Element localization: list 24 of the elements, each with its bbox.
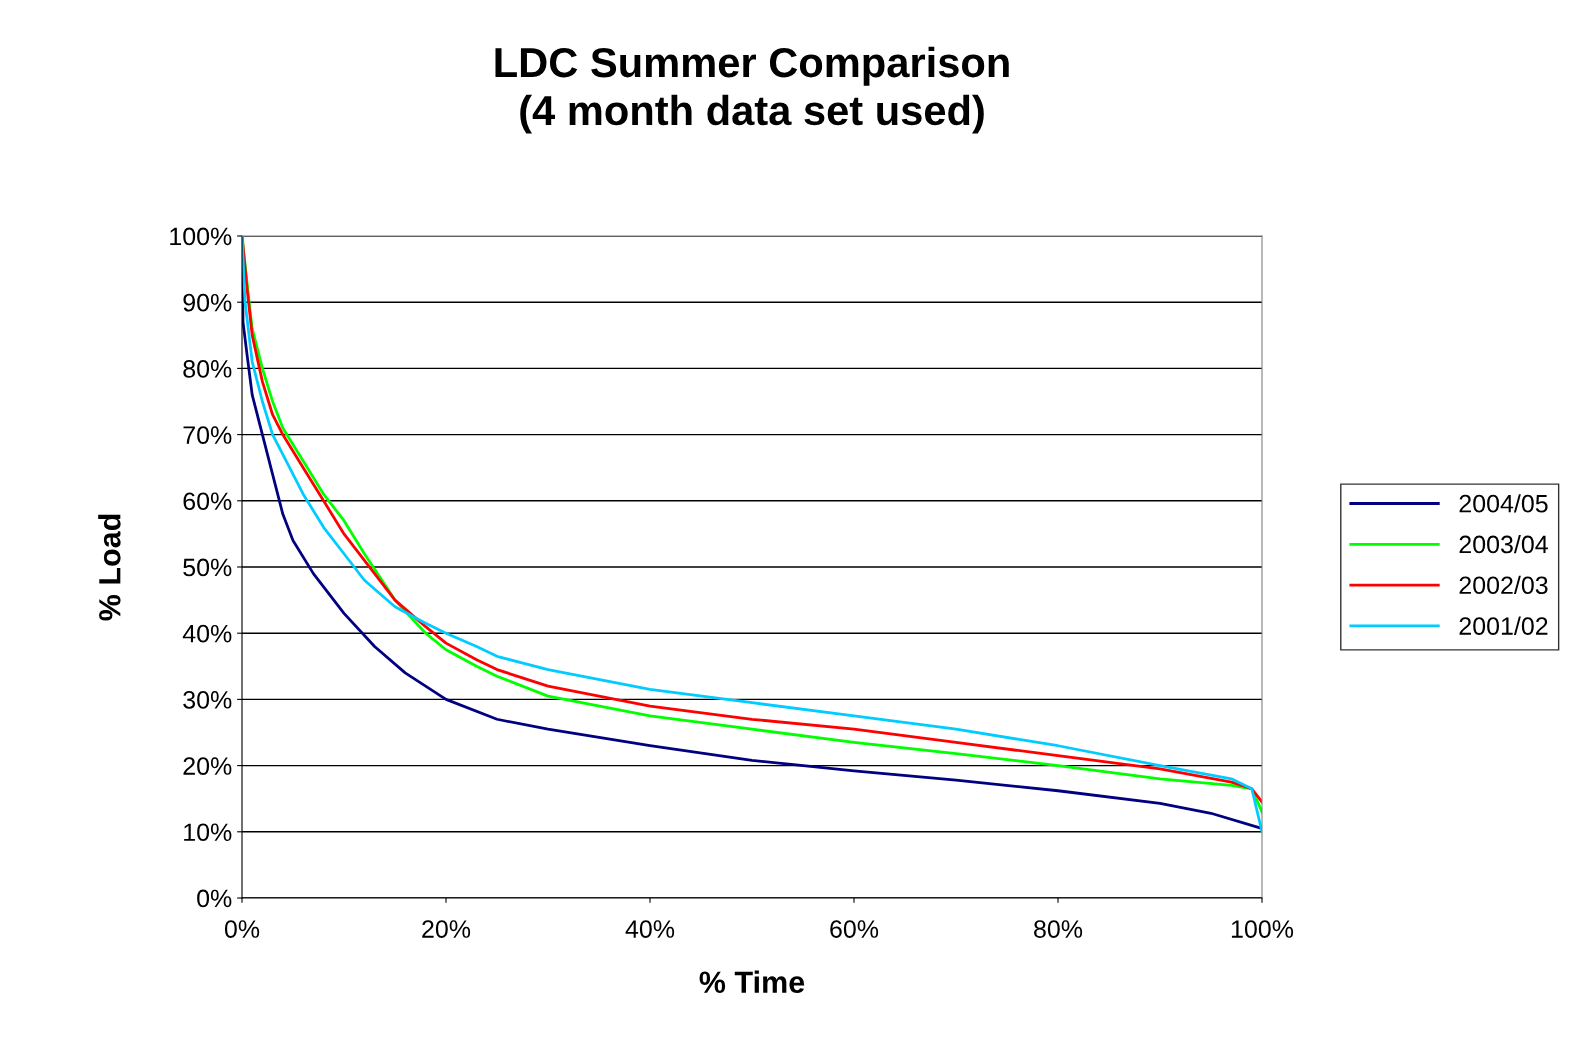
y-tick-label: 30% — [183, 691, 232, 709]
x-tick-label: 80% — [1034, 920, 1083, 938]
x-tick-label: 40% — [625, 920, 675, 938]
y-axis-title: % Load — [98, 514, 121, 621]
y-tick-label: 20% — [183, 757, 232, 775]
legend-label: 2001/02 — [1459, 616, 1548, 635]
y-tick-label: 0% — [197, 889, 232, 908]
x-tick-label: 100% — [1231, 920, 1294, 938]
y-tick-label: 40% — [182, 624, 232, 643]
x-tick-label: 60% — [830, 920, 879, 938]
y-tick-label: 10% — [184, 823, 232, 842]
y-tick-label: 50% — [183, 558, 232, 577]
x-tick-label: 0% — [224, 920, 260, 938]
y-tick-label: 90% — [183, 293, 232, 312]
y-tick-label: 70% — [183, 426, 232, 444]
x-axis-title: % Time — [699, 970, 805, 994]
x-tick-label: 20% — [422, 920, 471, 938]
legend-label: 2003/04 — [1459, 534, 1548, 554]
y-tick-label: 60% — [183, 492, 232, 511]
chart-title: LDC Summer Comparison (4 month data set used) — [495, 46, 1009, 134]
legend-label: 2002/03 — [1459, 575, 1548, 595]
y-tick-label: 80% — [183, 360, 232, 378]
legend-label: 2004/05 — [1459, 494, 1548, 513]
y-tick-label: 100% — [170, 227, 232, 246]
